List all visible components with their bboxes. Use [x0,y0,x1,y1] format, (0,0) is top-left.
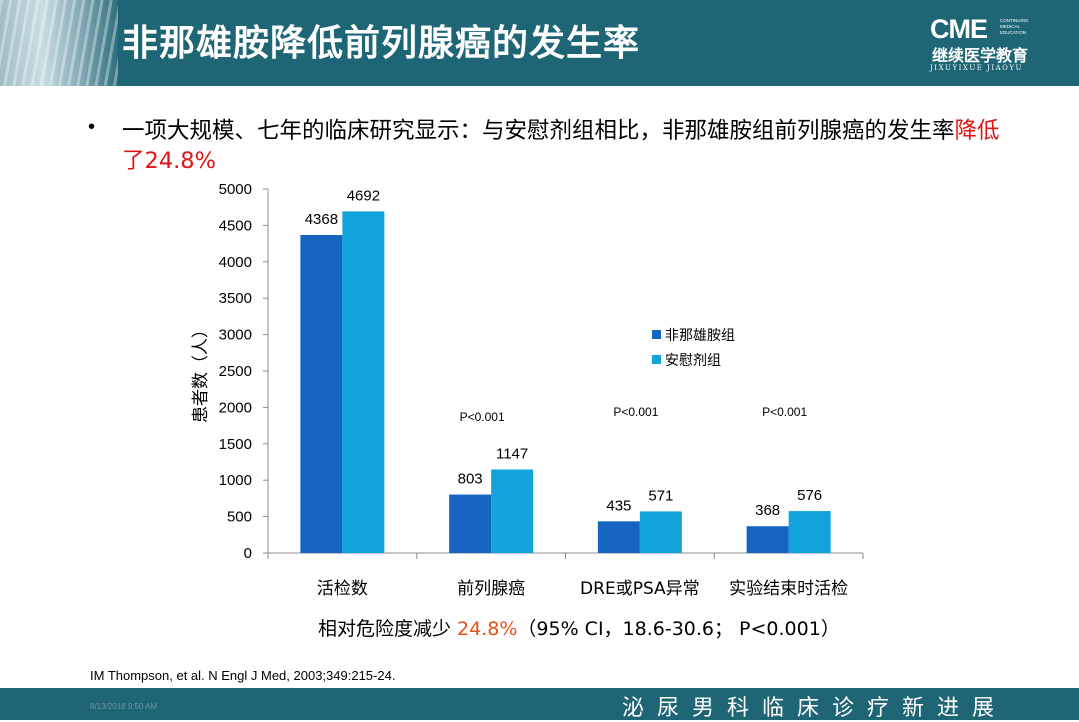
subtitle-suffix: （95% CI，18.6-30.6； P<0.001） [517,618,840,640]
header-waterfall-image [0,0,118,86]
subtitle-prefix: 相对危险度减少 [318,618,458,640]
bar-placebo [788,511,831,553]
bullet-text: 一项大规模、七年的临床研究显示：与安慰剂组相比，非那雄胺组前列腺癌的发生率降低了… [122,116,1022,176]
slide-header: 非那雄胺降低前列腺癌的发生率 CME CONTINUING MEDICAL ED… [0,0,1079,86]
bar-finasteride [449,494,492,553]
subtitle-highlight: 24.8% [457,618,518,640]
bar-finasteride [746,526,789,553]
logo-brand: CME [930,14,988,44]
data-label: 368 [755,502,780,519]
data-label: 803 [458,471,483,488]
bar-finasteride [300,235,343,554]
y-tick-label: 0 [244,545,252,562]
header-bar [118,0,1079,86]
logo-brand-sub: CONTINUING MEDICAL EDUCATION [1000,18,1029,35]
y-tick-label: 1000 [219,472,252,489]
p-value-annotation: P<0.001 [762,405,807,419]
bar-placebo [491,469,534,553]
bar-placebo [342,211,385,553]
logo-chinese: 继续医学教育 [932,46,1029,65]
data-label: 1147 [496,445,528,462]
footer-date: 8/13/2018 9:50 AM [90,702,158,711]
reference-citation: IM Thompson, et al. N Engl J Med, 2003;3… [90,668,396,683]
bullet-body: 一项大规模、七年的临床研究显示：与安慰剂组相比，非那雄胺组前列腺癌的发生率 [122,118,955,144]
footer-page-number: 12 [982,702,991,711]
y-axis-title: 患者数（人） [191,321,211,423]
y-tick-label: 2000 [219,399,252,416]
x-category-label: 活检数 [317,579,368,599]
bar-placebo [639,511,682,553]
footer-slogan: 泌尿男科临床诊疗新进展 [622,696,1008,721]
legend-label: 安慰剂组 [665,352,721,369]
bar-finasteride [597,521,640,553]
bullet-highlight: 降低了24.8% [122,118,1000,174]
y-tick-label: 3000 [219,327,252,344]
y-tick-label: 1500 [219,436,252,453]
legend-swatch [652,330,661,339]
y-tick-label: 4000 [219,254,252,271]
footer-bar [0,688,1079,720]
y-tick-label: 3500 [219,290,252,307]
legend-swatch [652,355,661,364]
data-label: 435 [606,497,631,514]
bullet-icon: • [88,116,96,138]
p-value-annotation: P<0.001 [460,410,505,424]
data-label: 4692 [347,187,380,204]
logo-pinyin: JIXUYIXUE JIAOYU [930,64,1023,72]
x-category-label: 前列腺癌 [457,579,525,599]
x-category-label: DRE或PSA异常 [580,579,700,599]
x-category-label: 实验结束时活检 [729,579,848,599]
chart-subtitle: 相对危险度减少 24.8%（95% CI，18.6-30.6； P<0.001） [318,614,840,641]
legend-label: 非那雄胺组 [665,328,735,344]
slide-title: 非那雄胺降低前列腺癌的发生率 [122,23,641,64]
y-tick-label: 500 [227,509,252,526]
y-tick-label: 4500 [219,217,252,234]
cme-logo: CME CONTINUING MEDICAL EDUCATION 继续医学教育 … [930,14,1042,76]
data-label: 571 [648,487,673,504]
data-label: 4368 [305,211,338,228]
data-label: 576 [797,487,822,504]
p-value-annotation: P<0.001 [613,405,658,419]
y-tick-label: 5000 [219,181,252,198]
y-tick-label: 2500 [219,363,252,380]
